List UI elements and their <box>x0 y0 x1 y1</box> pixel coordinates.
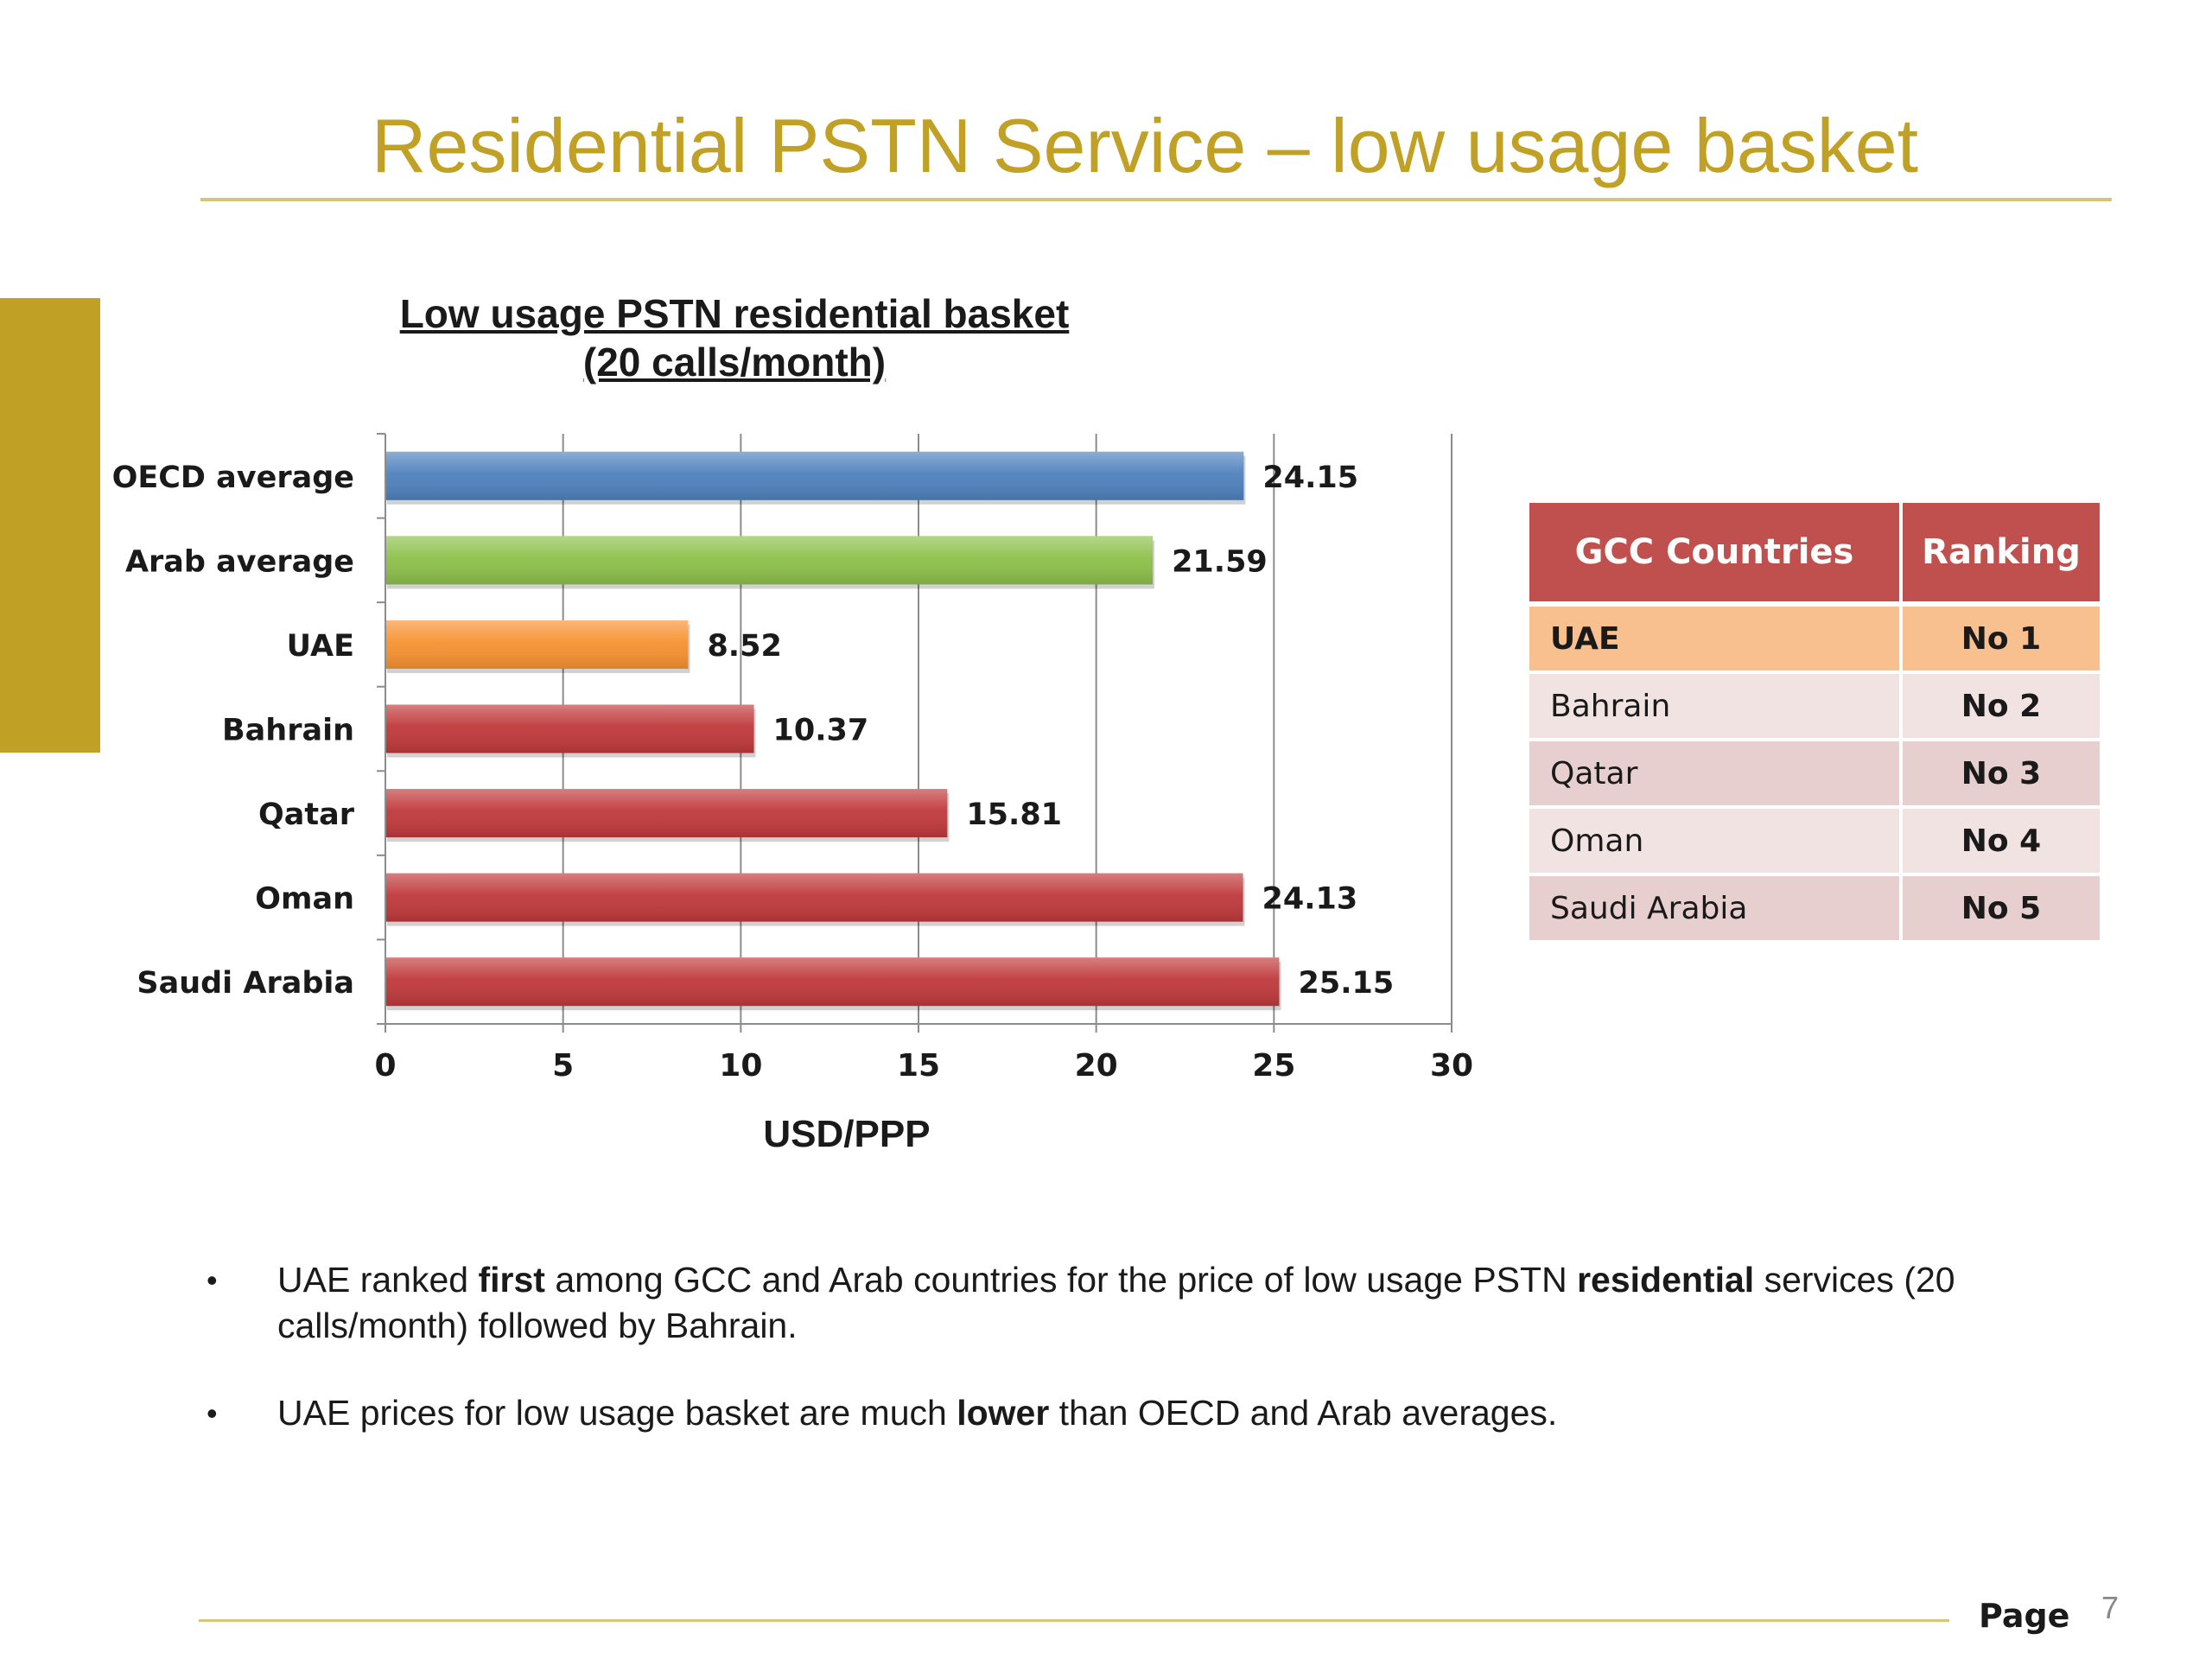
bars <box>385 451 1281 1011</box>
labels: 0 5 10 15 20 25 30 OECD average 24.15 Arab averag… <box>112 461 1473 1084</box>
table-cell-rank: No 1 <box>1903 607 2100 671</box>
bar-highlight <box>385 620 689 669</box>
x-tick-label: 20 <box>1075 1048 1118 1084</box>
x-tick-label: 5 <box>552 1048 574 1084</box>
table-row: Saudi Arabia No 5 <box>1529 876 2100 940</box>
category-label: OECD average <box>112 461 354 495</box>
x-tick-label: 10 <box>719 1048 762 1084</box>
x-tick-label: 30 <box>1430 1048 1473 1084</box>
bullet-item: • UAE ranked first among GCC and Arab co… <box>203 1257 2069 1349</box>
bullet-marker: • <box>207 1262 218 1298</box>
data-label: 15.81 <box>966 798 1062 832</box>
table-cell-country: UAE <box>1529 607 1899 671</box>
table-cell-rank: No 5 <box>1903 876 2100 940</box>
bar-highlight <box>385 451 1244 500</box>
title-divider <box>200 198 2112 201</box>
table-header-row: GCC Countries Ranking <box>1529 503 2100 601</box>
header-gcc-countries: GCC Countries <box>1529 503 1899 601</box>
category-label: Qatar <box>258 798 355 832</box>
table-row: UAE No 1 <box>1529 607 2100 671</box>
axes <box>377 433 1452 1033</box>
gcc-ranking-table: GCC Countries Ranking UAE No 1 Bahrain N… <box>1529 503 2100 944</box>
bar-highlight <box>385 704 754 753</box>
table-cell-country: Qatar <box>1529 741 1899 805</box>
x-axis-title: USD/PPP <box>763 1113 931 1155</box>
table-row: Bahrain No 2 <box>1529 674 2100 738</box>
table-cell-rank: No 2 <box>1903 674 2100 738</box>
chart-title-line-2: (20 calls/month) <box>582 340 887 385</box>
bar-highlight <box>385 789 948 838</box>
category-label: Oman <box>255 882 354 917</box>
category-label: Saudi Arabia <box>137 966 354 1001</box>
table-row: Oman No 4 <box>1529 809 2100 873</box>
table-cell-country: Saudi Arabia <box>1529 876 1899 940</box>
data-label: 8.52 <box>707 629 781 664</box>
bullet-list: • UAE ranked first among GCC and Arab co… <box>203 1257 2069 1478</box>
data-label: 21.59 <box>1172 544 1268 579</box>
footer-divider <box>199 1619 1949 1622</box>
page-number: 7 <box>2101 1590 2120 1625</box>
x-tick-label: 15 <box>897 1048 940 1084</box>
category-label: Arab average <box>125 544 354 579</box>
category-label: UAE <box>287 629 354 664</box>
table-cell-country: Oman <box>1529 809 1899 873</box>
table-cell-country: Bahrain <box>1529 674 1899 738</box>
header-ranking: Ranking <box>1903 503 2100 601</box>
data-label: 24.15 <box>1262 461 1358 495</box>
bar-highlight <box>385 536 1154 585</box>
page-label: Page <box>1979 1597 2070 1635</box>
bullet-text: UAE ranked first among GCC and Arab coun… <box>277 1260 1955 1345</box>
bullet-marker: • <box>207 1395 218 1431</box>
data-label: 25.15 <box>1299 966 1395 1001</box>
bar-highlight <box>385 873 1243 922</box>
side-accent-bar <box>0 298 100 753</box>
bar-highlight <box>385 957 1280 1007</box>
table-cell-rank: No 3 <box>1903 741 2100 805</box>
bullet-item: • UAE prices for low usage basket are mu… <box>203 1390 2069 1436</box>
x-tick-label: 0 <box>374 1048 396 1084</box>
data-label: 10.37 <box>773 714 869 748</box>
category-label: Bahrain <box>222 714 354 748</box>
table-cell-rank: No 4 <box>1903 809 2100 873</box>
x-tick-label: 25 <box>1252 1048 1295 1084</box>
slide-title: Residential PSTN Service – low usage bas… <box>371 103 1919 188</box>
data-label: 24.13 <box>1262 882 1358 917</box>
chart-title-line-1: Low usage PSTN residential basket <box>399 291 1070 336</box>
table-row: Qatar No 3 <box>1529 741 2100 805</box>
bullet-text: UAE prices for low usage basket are much… <box>277 1393 1558 1433</box>
chart-title: Low usage PSTN residential basket (20 ca… <box>397 289 1071 386</box>
